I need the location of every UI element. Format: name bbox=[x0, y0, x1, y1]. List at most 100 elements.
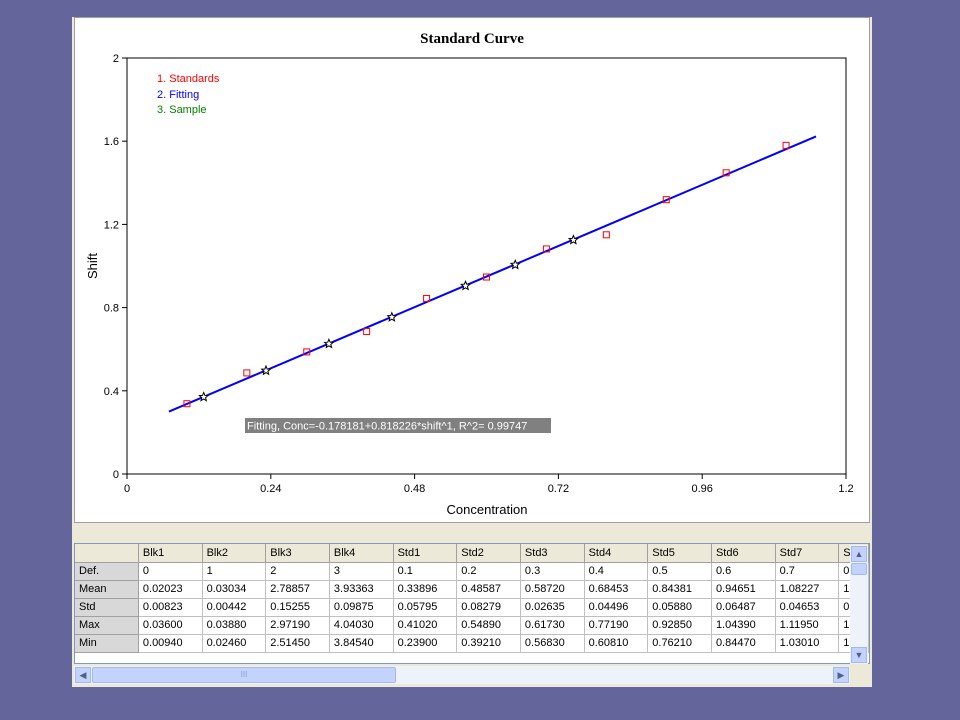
table-cell[interactable]: 0.08279 bbox=[456, 598, 521, 617]
table-cell[interactable]: 0.61730 bbox=[520, 616, 585, 635]
table-cell[interactable]: 0.05880 bbox=[647, 598, 712, 617]
data-grid[interactable]: Blk1 Blk2 Blk3 Blk4 Std1 Std2 Std3 Std4 Std5 Std6… bbox=[74, 543, 870, 664]
table-cell[interactable]: 0.00940 bbox=[138, 634, 203, 653]
row-header[interactable]: Max bbox=[75, 616, 139, 635]
table-cell[interactable]: 4.04030 bbox=[329, 616, 394, 635]
standard-point bbox=[662, 196, 670, 204]
table-cell[interactable]: 3.93363 bbox=[329, 580, 394, 599]
table-cell[interactable]: 3 bbox=[329, 562, 394, 581]
table-cell[interactable]: 0 bbox=[138, 562, 203, 581]
table-cell[interactable]: 0.04496 bbox=[584, 598, 649, 617]
table-cell[interactable]: 0.56830 bbox=[520, 634, 585, 653]
table-cell[interactable]: 1.08227 bbox=[775, 580, 840, 599]
row-header[interactable]: Std bbox=[75, 598, 139, 617]
table-cell[interactable]: 0.76210 bbox=[647, 634, 712, 653]
table-cell[interactable]: 0.03880 bbox=[202, 616, 267, 635]
scroll-left-arrow-icon[interactable]: ◀ bbox=[75, 667, 91, 683]
table-cell[interactable]: 0.02460 bbox=[202, 634, 267, 653]
table-cell[interactable]: 0.02635 bbox=[520, 598, 585, 617]
column-header[interactable]: Blk1 bbox=[138, 544, 203, 563]
table-cell[interactable]: 0.68453 bbox=[584, 580, 649, 599]
table-cell[interactable]: 0.15255 bbox=[265, 598, 330, 617]
table-cell[interactable]: 0.94651 bbox=[711, 580, 776, 599]
legend-fitting: 2. Fitting bbox=[157, 89, 199, 101]
table-cell[interactable]: 0.39210 bbox=[456, 634, 521, 653]
table-cell[interactable]: 1.03010 bbox=[775, 634, 840, 653]
table-cell[interactable]: 2.78857 bbox=[265, 580, 330, 599]
column-header[interactable]: Std2 bbox=[456, 544, 521, 563]
table-cell[interactable]: 0.03600 bbox=[138, 616, 203, 635]
table-cell[interactable]: 0.06487 bbox=[711, 598, 776, 617]
table-cell[interactable]: 2 bbox=[265, 562, 330, 581]
standard-point bbox=[483, 273, 490, 281]
standard-point bbox=[722, 169, 730, 177]
scroll-down-arrow-icon[interactable]: ▼ bbox=[851, 647, 867, 663]
table-cell[interactable]: 0.54890 bbox=[456, 616, 521, 635]
column-header[interactable]: Blk3 bbox=[265, 544, 330, 563]
table-cell[interactable]: 0.84381 bbox=[647, 580, 712, 599]
table-cell[interactable]: 0.6 bbox=[711, 562, 776, 581]
table-cell[interactable]: 2.97190 bbox=[265, 616, 330, 635]
table-cell[interactable]: 0.5 bbox=[647, 562, 712, 581]
standard-point bbox=[542, 245, 550, 253]
row-header[interactable]: Def. bbox=[75, 562, 139, 581]
sample-point bbox=[567, 234, 579, 245]
data-table: Blk1 Blk2 Blk3 Blk4 Std1 Std2 Std3 Std4 Std5 Std6… bbox=[75, 544, 869, 653]
table-cell[interactable]: 0.2 bbox=[456, 562, 521, 581]
sample-point bbox=[198, 391, 210, 402]
table-cell[interactable]: 0.77190 bbox=[584, 616, 649, 635]
scrollbar-corner bbox=[850, 666, 870, 684]
column-header[interactable]: Std3 bbox=[520, 544, 585, 563]
column-header[interactable]: Std1 bbox=[393, 544, 458, 563]
row-header[interactable]: Min bbox=[75, 634, 139, 653]
column-header[interactable]: Std5 bbox=[647, 544, 712, 563]
row-header[interactable]: Mean bbox=[75, 580, 139, 599]
column-header[interactable]: Std6 bbox=[711, 544, 776, 563]
table-cell[interactable]: 2.51450 bbox=[265, 634, 330, 653]
column-header[interactable]: Std4 bbox=[584, 544, 649, 563]
table-row: Std 0.00823 0.00442 0.15255 0.09875 0.05795 0.… bbox=[75, 598, 869, 617]
table-cell[interactable]: 0.41020 bbox=[393, 616, 458, 635]
table-cell[interactable]: 0.00442 bbox=[202, 598, 267, 617]
table-cell[interactable]: 0.48587 bbox=[456, 580, 521, 599]
table-cell[interactable]: 1.04390 bbox=[711, 616, 776, 635]
horizontal-scrollbar[interactable]: ◀ III ▶ bbox=[74, 666, 850, 684]
standard-point bbox=[602, 231, 610, 239]
table-cell[interactable]: 0.84470 bbox=[711, 634, 776, 653]
table-cell[interactable]: 0.4 bbox=[584, 562, 649, 581]
column-header[interactable]: Blk2 bbox=[202, 544, 267, 563]
table-cell[interactable]: 1.11950 bbox=[775, 616, 840, 635]
table-cell[interactable]: 0.92850 bbox=[647, 616, 712, 635]
table-row: Max 0.03600 0.03880 2.97190 4.04030 0.41020 0.… bbox=[75, 616, 869, 635]
table-cell[interactable]: 0.09875 bbox=[329, 598, 394, 617]
standard-point bbox=[243, 369, 251, 377]
scroll-right-arrow-icon[interactable]: ▶ bbox=[833, 667, 849, 683]
table-cell[interactable]: 0.3 bbox=[520, 562, 585, 581]
table-cell[interactable]: 0.60810 bbox=[584, 634, 649, 653]
table-cell[interactable]: 0.58720 bbox=[520, 580, 585, 599]
vertical-scrollbar[interactable]: ▲ ▼ bbox=[850, 545, 868, 664]
table-corner-cell[interactable] bbox=[75, 544, 139, 563]
y-tick-label: 0.4 bbox=[104, 386, 119, 398]
table-cell[interactable]: 0.33896 bbox=[393, 580, 458, 599]
table-cell[interactable]: 3.84540 bbox=[329, 634, 394, 653]
table-cell[interactable]: 0.00823 bbox=[138, 598, 203, 617]
column-header[interactable]: Std7 bbox=[775, 544, 840, 563]
table-cell[interactable]: 0.03034 bbox=[202, 580, 267, 599]
scroll-up-arrow-icon[interactable]: ▲ bbox=[851, 546, 867, 562]
table-cell[interactable]: 0.7 bbox=[775, 562, 840, 581]
column-header[interactable]: Blk4 bbox=[329, 544, 394, 563]
table-cell[interactable]: 0.04653 bbox=[775, 598, 840, 617]
standard-point bbox=[423, 294, 431, 302]
table-cell[interactable]: 0.02023 bbox=[138, 580, 203, 599]
chart-panel: Standard Curve 0 0.24 0.48 0.72 0.96 1.2 0 0.4 0… bbox=[74, 17, 870, 523]
horizontal-scroll-thumb[interactable]: III bbox=[92, 667, 396, 683]
table-cell[interactable]: 1 bbox=[202, 562, 267, 581]
vertical-scroll-thumb[interactable] bbox=[851, 563, 867, 575]
table-cell[interactable]: 0.1 bbox=[393, 562, 458, 581]
table-cell[interactable]: 0.23900 bbox=[393, 634, 458, 653]
x-tick-label: 0.48 bbox=[404, 483, 425, 495]
y-tick-label: 1.2 bbox=[104, 219, 119, 231]
table-row: Min 0.00940 0.02460 2.51450 3.84540 0.23900 0.… bbox=[75, 634, 869, 653]
table-cell[interactable]: 0.05795 bbox=[393, 598, 458, 617]
